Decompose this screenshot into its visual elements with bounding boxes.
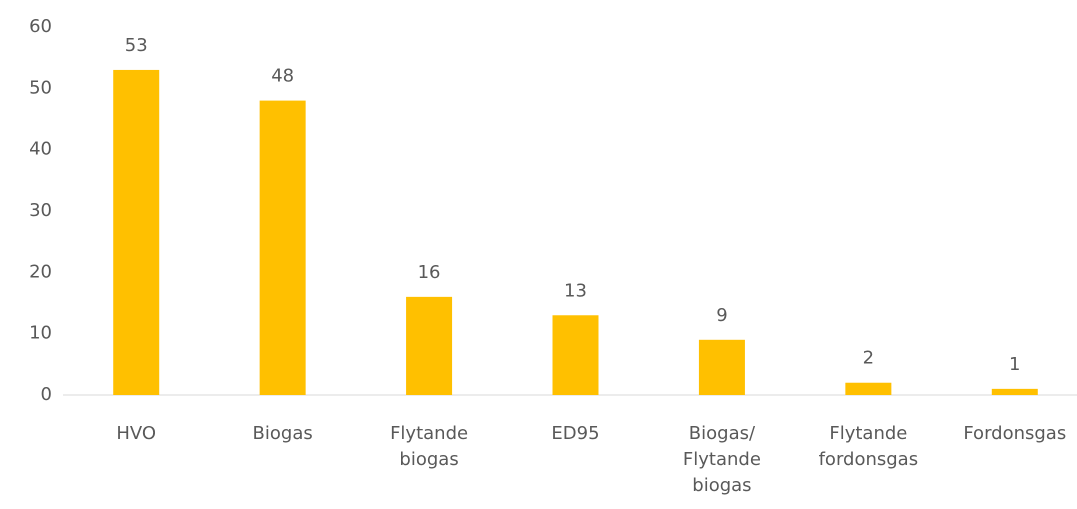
- bar: [845, 382, 892, 395]
- bar: [698, 339, 745, 395]
- y-tick-label: 50: [29, 77, 52, 98]
- data-label: 2: [863, 348, 874, 369]
- data-label: 13: [564, 280, 587, 301]
- bar: [406, 296, 453, 395]
- x-tick-label: Biogas: [253, 423, 313, 444]
- bar: [552, 315, 599, 395]
- x-tick-label: HVO: [116, 423, 156, 444]
- x-tick-label: Fordonsgas: [963, 423, 1066, 444]
- x-tick-label: Biogas/Flytande biogas: [683, 423, 761, 496]
- y-tick-label: 20: [29, 261, 52, 282]
- bar: [259, 100, 306, 395]
- x-tick-label: Flytande fordonsgas: [819, 423, 919, 470]
- data-label: 16: [418, 262, 441, 283]
- data-label: 1: [1009, 354, 1020, 375]
- y-tick-label: 30: [29, 200, 52, 221]
- bar: [113, 69, 160, 395]
- y-tick-label: 60: [29, 16, 52, 37]
- x-tick-label: ED95: [551, 423, 599, 444]
- data-label: 53: [125, 35, 148, 56]
- bar: [991, 388, 1038, 395]
- y-tick-label: 10: [29, 323, 52, 344]
- y-tick-label: 0: [41, 384, 52, 405]
- y-tick-label: 40: [29, 139, 52, 160]
- data-label: 48: [271, 66, 294, 87]
- data-label: 9: [716, 305, 727, 326]
- x-tick-label: Flytande biogas: [390, 423, 468, 470]
